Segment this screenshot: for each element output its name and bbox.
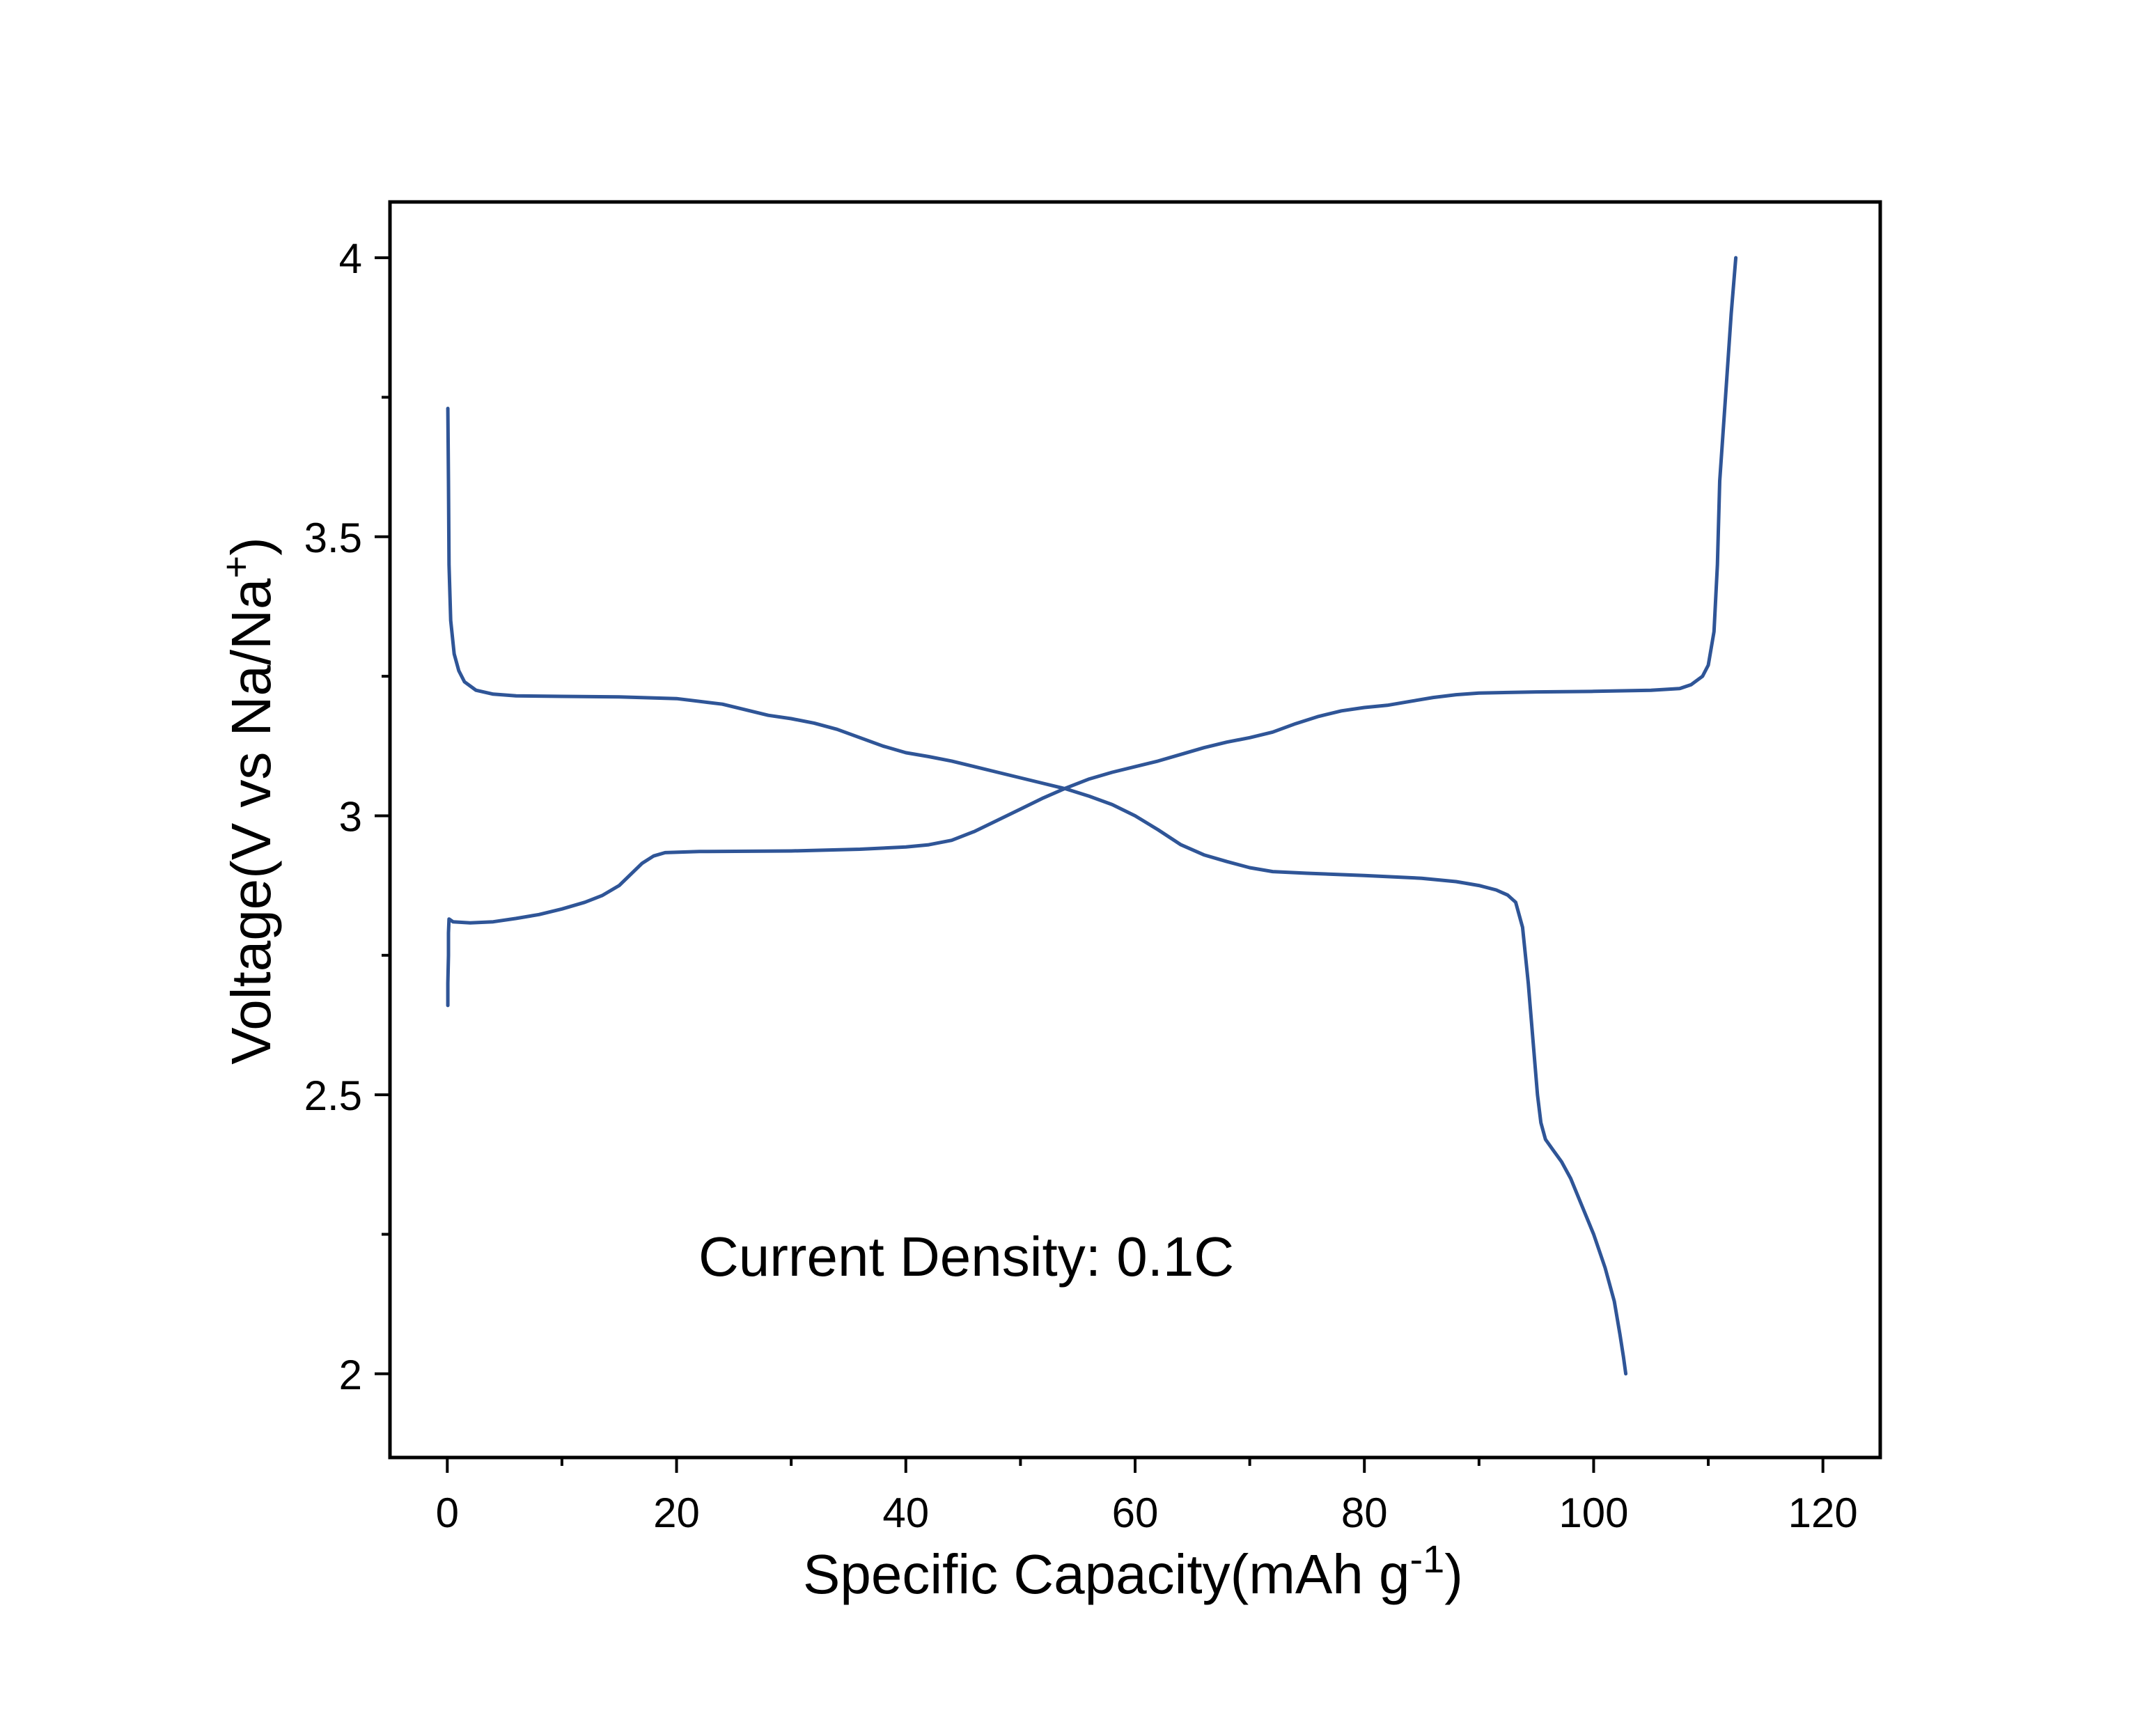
tick-labels: 0 20 40 60 80 100 120 2 2.5 3 3.5 4 bbox=[304, 235, 1858, 1536]
series-lines bbox=[446, 256, 1738, 1376]
y-tick-label: 3.5 bbox=[304, 515, 362, 561]
y-axis-label-end: ) bbox=[220, 537, 282, 556]
x-tick-label: 0 bbox=[436, 1490, 459, 1536]
x-axis-label-end: ) bbox=[1444, 1543, 1463, 1605]
y-tick-label: 2.5 bbox=[304, 1072, 362, 1119]
x-tick-label: 100 bbox=[1559, 1490, 1628, 1536]
current-density-annotation: Current Density: 0.1C bbox=[698, 1226, 1234, 1288]
y-tick-label: 3 bbox=[339, 793, 362, 840]
x-axis-label-superscript: -1 bbox=[1410, 1537, 1445, 1581]
y-tick-label: 2 bbox=[339, 1352, 362, 1398]
y-axis-label-main: Voltage(V vs Na/Na bbox=[220, 578, 282, 1065]
x-axis-label: Specific Capacity(mAh g-1) bbox=[803, 1537, 1463, 1605]
plot-frame bbox=[388, 200, 1882, 1460]
x-axis-label-main: Specific Capacity(mAh g bbox=[803, 1543, 1409, 1605]
x-tick-label: 80 bbox=[1341, 1490, 1388, 1536]
discharge-curve bbox=[446, 407, 1628, 1376]
x-tick-label: 40 bbox=[882, 1490, 929, 1536]
y-axis-label-superscript: + bbox=[214, 556, 258, 579]
x-tick-label: 20 bbox=[653, 1490, 700, 1536]
y-axis-label: Voltage(V vs Na/Na+) bbox=[214, 537, 282, 1064]
charge-curve bbox=[446, 256, 1738, 1008]
y-tick-label: 4 bbox=[339, 235, 362, 282]
x-tick-label: 60 bbox=[1112, 1490, 1159, 1536]
x-tick-label: 120 bbox=[1788, 1490, 1858, 1536]
